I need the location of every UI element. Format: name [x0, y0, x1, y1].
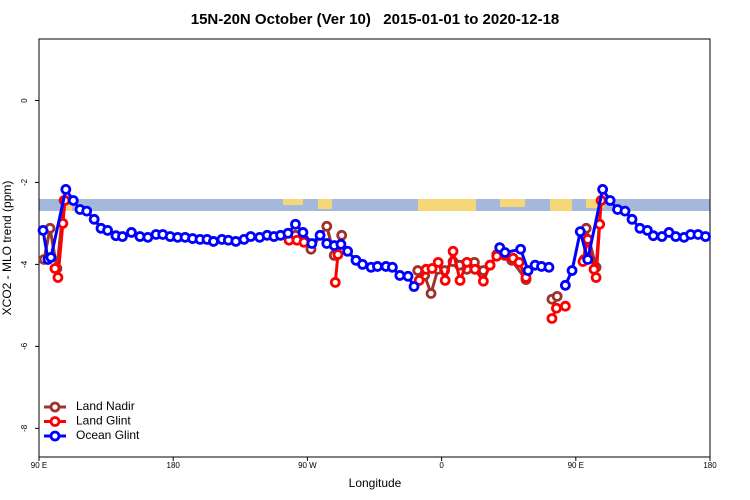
data-point: [447, 245, 459, 257]
data-point: [230, 236, 242, 247]
data-point: [49, 263, 61, 274]
data-point: [37, 224, 49, 236]
x-tick-label: 90 W: [298, 461, 317, 470]
plot-frame: [38, 38, 711, 458]
data-point: [332, 249, 344, 260]
y-tick-label: -4: [20, 260, 29, 268]
data-point: [88, 213, 100, 225]
data-point: [432, 256, 444, 268]
x-tick-label: 180: [167, 461, 181, 470]
data-point: [357, 258, 368, 270]
data-point: [551, 290, 563, 302]
legend-label: Land Nadir: [76, 399, 135, 413]
data-point: [408, 281, 420, 292]
y-tick-label: -6: [20, 342, 29, 350]
data-point: [551, 302, 562, 314]
data-point: [559, 279, 571, 291]
legend-marker: [49, 430, 61, 442]
x-tick-label: 90 E: [568, 461, 584, 470]
y-tick-label: -8: [20, 424, 29, 432]
data-point: [81, 205, 93, 217]
data-point: [426, 263, 438, 274]
data-point: [604, 195, 616, 206]
data-point: [670, 231, 682, 242]
data-point: [342, 245, 354, 257]
data-point: [515, 243, 527, 255]
y-axis-label: XCO2 - MLO trend (ppm): [0, 181, 14, 316]
data-point: [582, 254, 594, 265]
data-point: [336, 229, 348, 241]
legend-label: Land Glint: [76, 414, 131, 428]
data-point: [574, 226, 586, 238]
map-strip: [39, 199, 710, 211]
data-point: [461, 256, 473, 268]
data-point: [491, 250, 503, 262]
x-tick-label: 90 E: [31, 461, 47, 470]
data-point: [60, 183, 72, 195]
data-point: [335, 238, 347, 250]
data-point: [45, 252, 57, 263]
data-point: [142, 231, 154, 243]
data-point: [543, 261, 555, 273]
legend-marker: [49, 416, 61, 427]
data-point: [454, 274, 466, 286]
data-point: [126, 227, 137, 238]
x-axis-label: Longitude: [349, 476, 402, 490]
data-point: [566, 265, 578, 276]
data-point: [619, 205, 631, 217]
data-point: [329, 277, 341, 288]
data-point: [626, 213, 638, 225]
data-point: [394, 270, 406, 281]
y-tick-label: -2: [20, 178, 29, 186]
data-point: [245, 231, 257, 242]
data-point: [117, 231, 128, 242]
data-point: [282, 227, 294, 239]
y-tick-label: 0: [20, 98, 29, 103]
data-point: [499, 247, 511, 258]
chart-title: 15N-20N October (Ver 10) 2015-01-01 to 2…: [191, 11, 560, 28]
data-point: [513, 256, 525, 268]
data-point: [559, 300, 571, 312]
data-point: [546, 313, 558, 324]
data-point: [208, 236, 219, 247]
data-point: [372, 261, 383, 272]
data-point: [522, 265, 534, 276]
data-point: [402, 270, 414, 282]
data-point: [590, 272, 602, 283]
data-point: [321, 220, 333, 232]
legend-marker: [49, 401, 61, 413]
data-point: [52, 272, 64, 283]
data-point: [477, 275, 489, 287]
legend-label: Ocean Glint: [76, 428, 140, 442]
data-point: [306, 238, 318, 249]
data-point: [469, 263, 481, 275]
data-point: [439, 274, 451, 286]
data-point: [588, 263, 600, 275]
x-tick-label: 180: [703, 461, 717, 470]
data-point: [700, 231, 711, 242]
data-point: [67, 195, 79, 206]
x-tick-label: 0: [439, 461, 444, 470]
data-point: [102, 224, 113, 236]
data-point: [386, 261, 398, 273]
data-point: [297, 227, 309, 238]
data-point: [290, 218, 301, 230]
data-point: [314, 229, 326, 241]
data-point: [597, 183, 609, 195]
data-point: [484, 259, 496, 271]
data-point: [425, 288, 437, 299]
data-point: [647, 230, 659, 242]
